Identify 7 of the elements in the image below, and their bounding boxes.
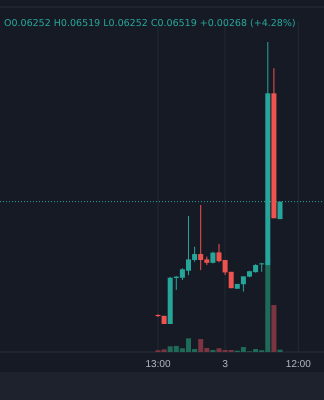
x-tick-label: 12:00 xyxy=(286,359,312,370)
bar xyxy=(271,305,276,352)
candlestick xyxy=(240,276,246,292)
text: O0.06252 H0.06519 L0.06252 C0.06519 +0.00268 (+4.28%) xyxy=(4,18,296,29)
candlestick xyxy=(210,251,216,264)
x-tick-label: 13:00 xyxy=(145,359,171,370)
x-tick-label: 3 xyxy=(222,359,228,370)
